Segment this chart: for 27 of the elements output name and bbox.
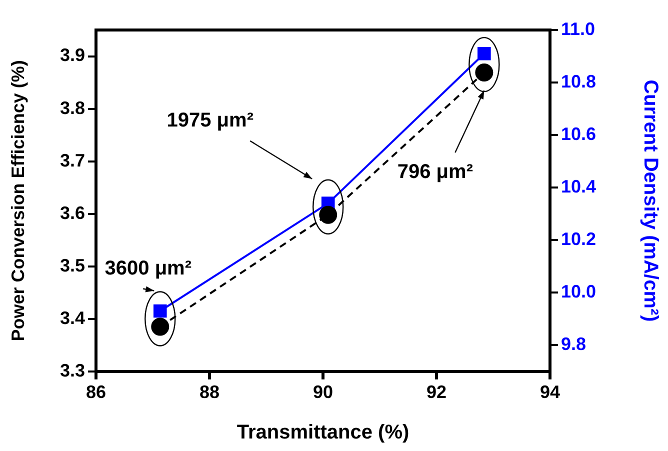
point <box>478 46 491 60</box>
annotation: 796 μm² <box>397 161 474 184</box>
y-tick-label: 3.5 <box>60 255 85 276</box>
x-tick-label: 86 <box>86 382 106 402</box>
y2-tick-label: 10.0 <box>561 282 596 302</box>
x-tick-label: 92 <box>426 382 447 402</box>
annotation: 1975 μm² <box>166 109 254 132</box>
y2-axis-title: Current Density (mA/cm²) <box>639 80 662 322</box>
y2-tick-label: 10.2 <box>561 229 596 250</box>
x-tick-label: 94 <box>540 382 560 402</box>
x-axis-title: Transmittance (%) <box>236 422 410 444</box>
y-tick-label: 3.7 <box>60 150 85 170</box>
y-tick-label: 3.6 <box>60 202 85 223</box>
y-tick-label: 3.3 <box>60 360 85 380</box>
y2-tick-label: 9.8 <box>561 334 586 354</box>
y-tick-label: 3.8 <box>60 98 85 118</box>
y2-tick-label: 10.8 <box>561 71 596 92</box>
x-tick-label: 88 <box>199 382 220 402</box>
point <box>153 304 167 318</box>
y-tick-label: 3.9 <box>60 45 85 66</box>
y-tick-label: 3.4 <box>60 308 85 328</box>
y2-tick-label: 10.4 <box>561 176 596 197</box>
annotation: 3600 μm² <box>104 257 192 280</box>
y2-tick-label: 10.6 <box>561 124 596 144</box>
y-axis-title: Power Conversion Efficiency (%) <box>8 60 28 342</box>
y2-tick-label: 11.0 <box>561 18 596 39</box>
x-tick-label: 90 <box>312 382 334 402</box>
